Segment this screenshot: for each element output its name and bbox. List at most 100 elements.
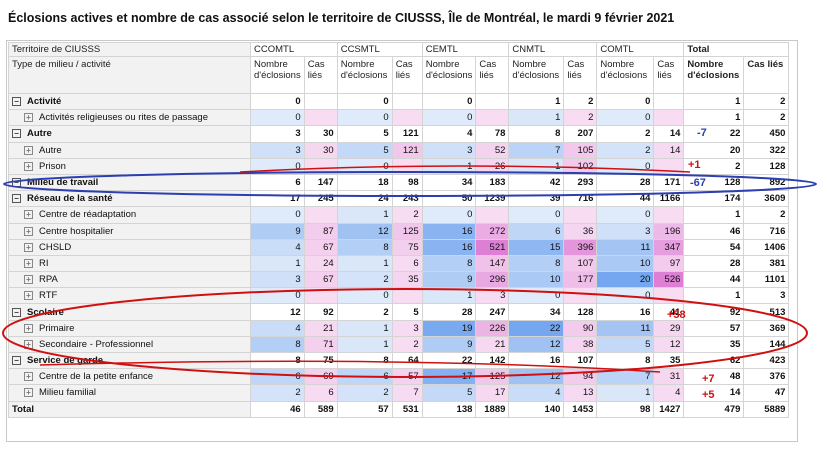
value-cell: 97	[653, 254, 685, 273]
red-stroke	[239, 165, 691, 173]
value-cell: 3	[391, 319, 423, 337]
value-cell: 7	[508, 141, 565, 159]
row-label: Total	[8, 400, 251, 418]
value-cell: 38	[563, 335, 598, 354]
column-header: Cas liés	[743, 56, 790, 94]
value-cell: 12	[508, 335, 565, 354]
row-label-text: CHSLD	[39, 241, 72, 253]
value-cell: 3	[596, 222, 655, 240]
table-row: + Autre 3 30 5 121 3 52 7 105 2 14 20 322	[8, 141, 790, 159]
header-row: Territoire de CIUSSS CCOMTL CCSMTL CEMTL CNM…	[8, 42, 790, 57]
value-cell: 521	[475, 238, 510, 256]
row-label-text: Réseau de la santé	[27, 193, 113, 205]
value-cell: 98	[596, 400, 655, 418]
table-frame	[6, 40, 798, 442]
value-cell: 531	[391, 400, 423, 418]
column-header: Cas liés	[563, 56, 598, 94]
value-cell: 87	[303, 222, 338, 240]
value-cell: 0	[508, 206, 565, 224]
value-cell	[391, 109, 423, 127]
value-cell: 30	[303, 141, 338, 159]
value-cell: 5	[336, 141, 393, 159]
row-label-text: Centre hospitalier	[39, 225, 114, 237]
value-cell	[475, 109, 510, 127]
row-label-text: Centre de la petite enfance	[39, 371, 154, 383]
row-label: + Milieu familial	[8, 384, 251, 402]
row-label: + RTF	[8, 287, 251, 305]
column-header: Nombre d'éclosions	[336, 56, 393, 94]
red-stroke	[39, 360, 661, 373]
value-cell: 6	[508, 222, 565, 240]
title: Éclosions actives et nombre de cas assoc…	[8, 11, 675, 25]
column-header: Nombre d'éclosions	[250, 56, 305, 94]
territory-header: Total	[683, 42, 790, 57]
value-cell: 1	[336, 319, 393, 337]
header-row: Type de milieu / activité Nombre d'éclosi…	[8, 56, 790, 94]
value-cell	[653, 109, 685, 127]
annotation: -7	[697, 127, 707, 139]
value-cell: 16	[421, 238, 477, 256]
value-cell: 9	[250, 222, 305, 240]
row-label: + CHSLD	[8, 238, 251, 256]
header-cell: Type de milieu / activité	[8, 56, 251, 94]
row-label-text: Service de garde	[27, 355, 104, 367]
table-row: + Centre de la petite enfance 6 69 6 57 17 125 1…	[8, 368, 790, 386]
value-cell: 16	[421, 222, 477, 240]
table-row: + Activités religieuses ou rites de passa…	[8, 109, 790, 127]
row-label-text: Activités religieuses ou rites de passag…	[39, 112, 208, 124]
row-label-text: Scolaire	[27, 306, 64, 318]
value-cell: 11	[596, 319, 655, 337]
column-header: Cas liés	[391, 56, 423, 94]
value-cell: 2	[596, 141, 655, 159]
territory-header: CCOMTL	[250, 42, 338, 57]
value-cell: 4	[508, 384, 565, 402]
value-cell: 29	[653, 319, 685, 337]
annotation: +5	[702, 389, 715, 401]
value-cell: 17	[475, 384, 510, 402]
blue-ellipse	[3, 171, 817, 197]
value-cell: 121	[391, 125, 423, 143]
value-cell: 0	[250, 206, 305, 224]
value-cell: 22	[508, 319, 565, 337]
table-row: + Centre de réadaptation 0 1 2 0 0 0 1 2	[8, 206, 790, 224]
row-label-text: Autre	[27, 128, 52, 140]
value-cell	[475, 206, 510, 224]
row-label: + Primaire	[8, 319, 251, 337]
row-label-text: Secondaire - Professionnel	[39, 338, 154, 350]
table-row: − Milieu de travail 6 147 18 98 34 183 42 293 28 17…	[8, 173, 790, 192]
value-cell: 8	[508, 254, 565, 273]
value-cell: 272	[475, 222, 510, 240]
value-cell: 5889	[743, 400, 790, 418]
value-cell: 2	[391, 206, 423, 224]
row-label: + Centre de réadaptation	[8, 206, 251, 224]
value-cell: 0	[596, 206, 655, 224]
value-cell: 347	[653, 238, 685, 256]
column-header: Cas liés	[475, 56, 510, 94]
row-label-text: Total	[12, 403, 34, 415]
table-row: + Centre hospitalier 9 87 12 125 16 272 6 36 3 196 4…	[8, 222, 790, 240]
row-label-text: Activité	[27, 96, 62, 108]
value-cell: 1	[596, 384, 655, 402]
value-cell: 3	[421, 141, 477, 159]
territory-header: CCSMTL	[336, 42, 423, 57]
value-cell: 19	[421, 319, 477, 337]
value-cell: 10	[596, 254, 655, 273]
value-cell: 6	[303, 384, 338, 402]
red-ellipse	[2, 288, 808, 378]
territory-header: CNMTL	[508, 42, 598, 57]
column-header: Nombre d'éclosions	[508, 56, 565, 94]
table-row: + RI 1 24 1 6 8 147 8 107 10 97 28 381	[8, 254, 790, 273]
annotation: +7	[702, 373, 715, 385]
value-cell: 125	[391, 222, 423, 240]
row-label-text: RPA	[39, 274, 58, 286]
value-cell: 4	[653, 384, 685, 402]
row-label-text: Milieu de travail	[27, 177, 99, 189]
row-label-text: RI	[39, 257, 49, 269]
value-cell: 102	[563, 157, 598, 175]
value-cell: 12	[336, 222, 393, 240]
row-label-text: RTF	[39, 290, 58, 302]
table-row: − Réseau de la santé 17 245 24 243 50 1239 39 716…	[8, 190, 790, 208]
column-header: Cas liés	[303, 56, 338, 94]
value-cell: 67	[303, 271, 338, 289]
